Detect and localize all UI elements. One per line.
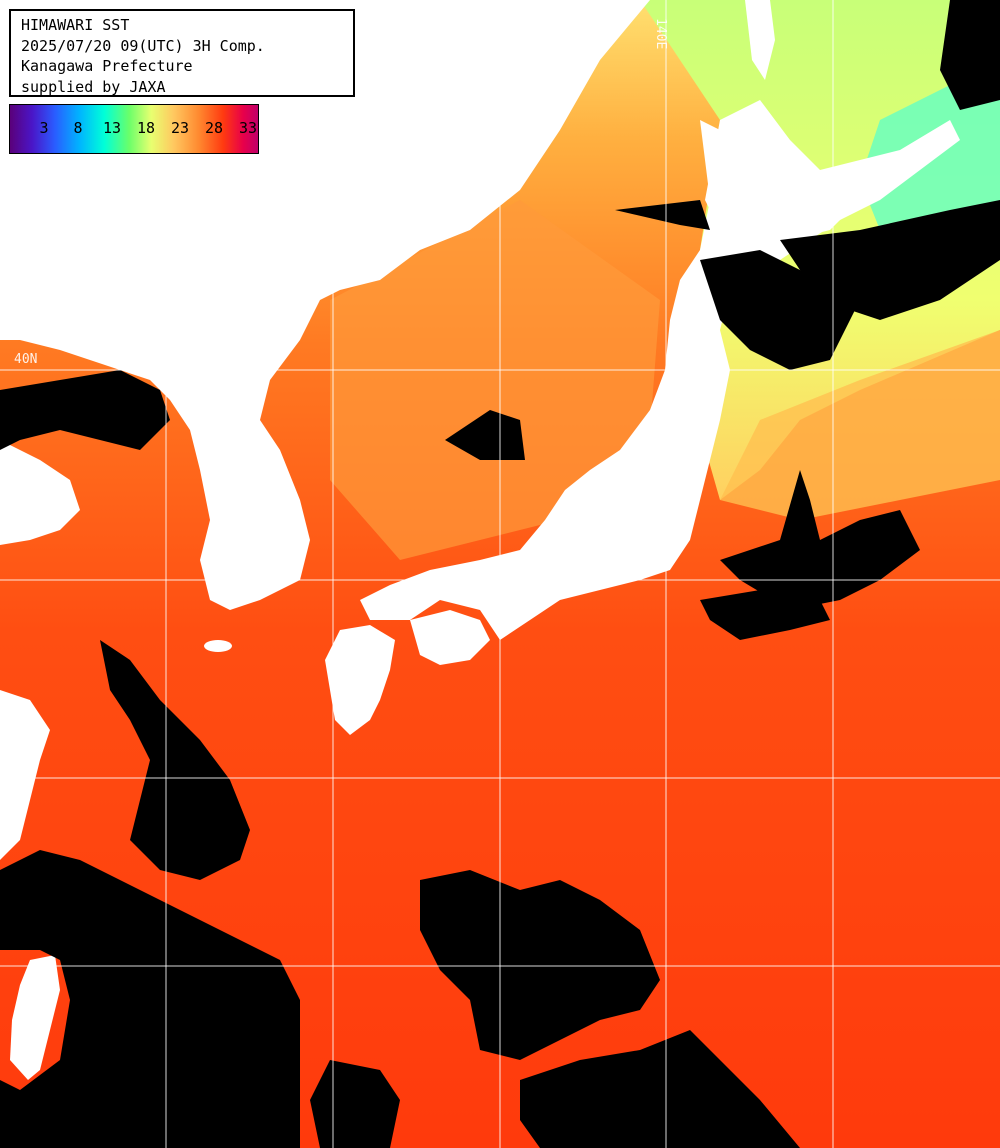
data-source: supplied by JAXA <box>21 77 166 96</box>
colorbar-tick: 33 <box>238 119 258 137</box>
pacific-cool-band <box>720 330 1000 520</box>
lat-label-40n: 40N <box>14 352 38 367</box>
cloud-mask-korea <box>0 370 170 450</box>
colorbar-tick: 8 <box>73 119 83 137</box>
land-china-south <box>0 690 50 860</box>
cloud-mask-ecs <box>100 640 250 880</box>
colorbar-tick: 23 <box>170 119 190 137</box>
timestamp: 2025/07/20 09(UTC) 3H Comp. <box>21 36 265 55</box>
cloud-mask-pacific-mid <box>700 590 830 640</box>
cloud-mask-sw <box>0 850 300 1148</box>
provider-prefecture: Kanagawa Prefecture <box>21 57 193 75</box>
land-taiwan <box>10 955 60 1080</box>
cloud-mask-northeast <box>780 200 1000 320</box>
colorbar-tick: 28 <box>204 119 224 137</box>
map-info-box: HIMAWARI SST 2025/07/20 09(UTC) 3H Comp.… <box>9 9 355 97</box>
cloud-mask-ne-top <box>940 0 1000 110</box>
lon-label-140e: 140E <box>653 18 668 50</box>
colorbar-tick: 18 <box>136 119 156 137</box>
land-shikoku <box>410 610 490 665</box>
cloud-mask-japansea <box>445 410 525 460</box>
land-honshu <box>360 120 850 640</box>
cloud-mask-north <box>615 200 710 230</box>
colorbar-tick: 13 <box>102 119 122 137</box>
lat-label-30n: 30N <box>14 760 38 775</box>
product-title: HIMAWARI SST <box>21 16 130 34</box>
temperature-colorbar: 3 8 13 18 23 28 33 <box>9 104 259 154</box>
land-sakhalin <box>745 0 775 80</box>
japan-sea <box>330 200 660 560</box>
land-china-coast <box>0 440 80 545</box>
land-kyushu <box>325 625 395 735</box>
cloud-mask-south <box>520 1030 800 1148</box>
cloud-mask-pacific-east <box>720 470 920 610</box>
land-jeju <box>204 640 232 652</box>
colorbar-tick: 3 <box>39 119 49 137</box>
cloud-mask-south-center <box>420 870 660 1060</box>
